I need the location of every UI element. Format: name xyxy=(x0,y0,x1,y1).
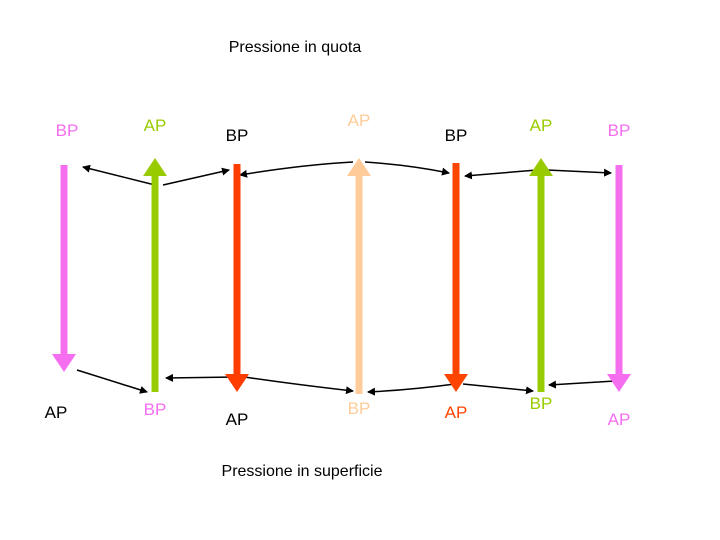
flow-connectors xyxy=(76,161,616,396)
column-3: BP AP xyxy=(225,126,249,429)
column-4-bottom-label: BP xyxy=(348,399,371,418)
bottom-flow-arrow-4 xyxy=(367,383,456,396)
column-4-arrow-shaft xyxy=(355,176,363,394)
title-top: Pressione in quota xyxy=(229,39,362,56)
column-6: AP BP xyxy=(529,116,553,413)
column-2: AP BP xyxy=(143,116,167,419)
column-5-arrow-head xyxy=(444,374,468,392)
column-7-arrow-shaft xyxy=(615,165,623,374)
column-3-bottom-label: AP xyxy=(226,410,249,429)
column-7-top-label: BP xyxy=(608,121,631,140)
column-3-top-label: BP xyxy=(226,126,249,145)
column-1-bottom-label: AP xyxy=(45,403,68,422)
column-5: BP AP xyxy=(444,126,468,422)
column-6-top-label: AP xyxy=(530,116,553,135)
column-5-top-label: BP xyxy=(445,126,468,145)
column-2-arrow-head xyxy=(143,158,167,176)
column-4-arrow-head xyxy=(347,158,371,176)
top-flow-arrow-2 xyxy=(162,167,230,186)
column-5-arrow-shaft xyxy=(452,163,460,374)
column-1-top-label: BP xyxy=(56,121,79,140)
column-2-top-label: AP xyxy=(144,116,167,135)
bottom-flow-arrow-5 xyxy=(462,383,534,395)
column-3-arrow-shaft xyxy=(233,164,241,374)
top-flow-arrow-5 xyxy=(464,169,538,180)
top-flow-arrow-6 xyxy=(546,168,612,177)
top-flow-arrow-1 xyxy=(82,164,156,186)
column-7: BP AP xyxy=(607,121,631,429)
column-1: BP AP xyxy=(45,121,79,422)
top-flow-arrow-4 xyxy=(364,161,450,176)
bottom-flow-arrow-1 xyxy=(76,369,148,394)
column-3-arrow-head xyxy=(225,374,249,392)
bottom-flow-arrow-3 xyxy=(243,376,354,395)
column-5-bottom-label: AP xyxy=(445,403,468,422)
column-6-arrow-shaft xyxy=(537,176,545,392)
column-1-arrow-head xyxy=(52,354,76,372)
column-4: AP BP xyxy=(347,111,371,418)
bottom-flow-arrow-2 xyxy=(165,373,237,382)
title-bottom: Pressione in superficie xyxy=(222,463,383,480)
bottom-flow-arrow-6 xyxy=(548,380,616,389)
column-6-bottom-label: BP xyxy=(530,394,553,413)
column-2-arrow-shaft xyxy=(151,176,159,392)
column-6-arrow-head xyxy=(529,158,553,176)
column-1-arrow-shaft xyxy=(60,165,68,354)
top-flow-arrow-3 xyxy=(239,161,354,178)
column-7-arrow-head xyxy=(607,374,631,392)
column-2-bottom-label: BP xyxy=(144,400,167,419)
column-7-bottom-label: AP xyxy=(608,410,631,429)
pressure-columns: BP AP AP BP BP AP AP BP BP AP AP BP BP AP xyxy=(45,111,631,429)
column-4-top-label: AP xyxy=(348,111,371,130)
